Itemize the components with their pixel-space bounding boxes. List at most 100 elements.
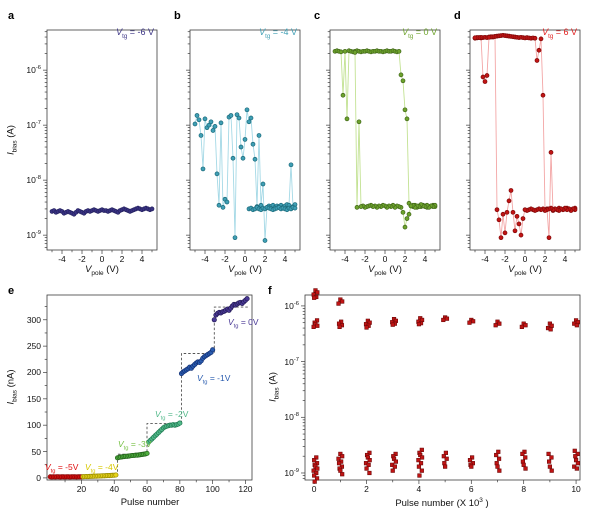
panel-letter-d: d <box>454 10 461 22</box>
axis-sup: 3 <box>479 497 483 504</box>
annotation-var: V <box>85 462 91 472</box>
annotation-var: V <box>118 439 124 449</box>
axis-unit: (V) <box>386 264 402 275</box>
tick-label: 150 <box>26 393 41 404</box>
panel-letter-e: e <box>8 285 15 297</box>
tick-label: 50 <box>31 446 41 457</box>
annotation-var: V <box>542 27 549 37</box>
axis-var: V <box>85 264 92 275</box>
tick-label: 100 <box>26 420 41 431</box>
panel-letter-f: f <box>268 285 272 297</box>
annotation-value: = -4V <box>95 462 119 472</box>
tick-label: 8 <box>521 484 527 494</box>
tick-label: -4 <box>341 254 349 264</box>
annotation-sub: tg <box>50 468 56 475</box>
annotation-value: = -3V <box>128 439 152 449</box>
vtg-label-zero: Vtg = 0V <box>228 317 259 330</box>
axis-unit: (A) <box>5 125 17 141</box>
axis-var: I <box>5 152 17 155</box>
tick-label: 4 <box>416 484 422 494</box>
axis-unit: (V) <box>246 264 262 275</box>
panel-letter-c: c <box>314 10 321 22</box>
axis-sub: bias <box>11 140 19 153</box>
annotation-sub: tg <box>123 445 129 452</box>
tick-label: -4 <box>201 254 209 264</box>
axis-var: V <box>508 264 515 275</box>
axis-text: ) <box>482 498 489 510</box>
annotation-sub: tg <box>160 415 166 422</box>
tick-label: 6 <box>468 484 474 494</box>
tick-label: 10-9 <box>26 230 41 241</box>
annotation-sub: tg <box>233 323 239 330</box>
axis-sub: bias <box>273 387 281 400</box>
annotation-value: = -5V <box>55 462 79 472</box>
tick-label: 120 <box>238 484 253 494</box>
tick-label: 0 <box>36 472 41 483</box>
tick-label: 0 <box>382 254 388 264</box>
tick-label: 2 <box>262 254 268 264</box>
y-axis-label-f: Ibias (A) <box>268 372 281 402</box>
axis-var: I <box>267 399 279 402</box>
annotation-sub: tg <box>90 468 96 475</box>
annotation-var: V <box>402 27 409 37</box>
tick-label: 10-7 <box>284 356 299 367</box>
tick-label: 4 <box>282 254 288 264</box>
tick-label: 0 <box>522 254 528 264</box>
tick-label: 0 <box>311 484 317 494</box>
tick-label: 2 <box>542 254 548 264</box>
vtg-annotation-a: Vtg = -6 V <box>116 27 154 40</box>
axis-sub: bias <box>11 390 19 402</box>
tick-label: 2 <box>119 254 125 264</box>
tick-label: 4 <box>422 254 428 264</box>
vtg-annotation-d: Vtg = 6 V <box>542 27 577 40</box>
axis-var: I <box>5 401 17 405</box>
tick-label: -4 <box>481 254 489 264</box>
tick-label: 60 <box>142 484 152 494</box>
axis-sub: pole <box>374 269 387 277</box>
tick-label: 100 <box>205 484 220 494</box>
panel-letter-b: b <box>174 10 181 22</box>
tick-label: 10-6 <box>284 300 299 311</box>
annotation-value: = -4 V <box>270 27 297 37</box>
tick-label: 250 <box>26 341 41 352</box>
axis-text: Pulse number (X 10 <box>395 498 480 510</box>
annotation-value: = 6 V <box>553 27 577 37</box>
tick-label: 10-8 <box>284 412 299 423</box>
tick-label: 0 <box>99 254 105 264</box>
tick-label: -2 <box>78 254 86 264</box>
tick-label: 0 <box>242 254 248 264</box>
annotation-sub: tg <box>202 379 208 386</box>
tick-label: 10-8 <box>26 175 41 186</box>
axis-sub: pole <box>514 269 527 277</box>
axis-var: V <box>368 264 375 275</box>
tick-label: -2 <box>361 254 369 264</box>
x-axis-label-a: Vpole (V) <box>85 264 119 277</box>
axis-unit: (nA) <box>5 369 17 391</box>
tick-label: 2 <box>402 254 408 264</box>
tick-label: 20 <box>76 484 87 494</box>
x-axis-label-e: Pulse number <box>120 497 180 508</box>
y-axis-label-a: Ibias (A) <box>6 125 19 155</box>
annotation-sub: tg <box>548 32 554 40</box>
panel-letter-a: a <box>8 10 15 22</box>
vtg-label-minus4: Vtg = -4V <box>85 462 118 475</box>
tick-label: 2 <box>364 484 369 494</box>
annotation-value: = 0 V <box>413 27 437 37</box>
tick-label: -2 <box>221 254 229 264</box>
vtg-annotation-c: Vtg = 0 V <box>402 27 437 40</box>
tick-label: -4 <box>58 254 66 264</box>
tick-label: 80 <box>175 484 185 494</box>
vtg-annotation-b: Vtg = -4 V <box>259 27 297 40</box>
tick-label: 4 <box>139 254 145 264</box>
annotation-var: V <box>45 462 51 472</box>
annotation-value: = 0V <box>238 317 259 327</box>
axis-sub: pole <box>234 269 247 277</box>
vtg-label-minus2: Vtg = -2V <box>155 409 188 422</box>
tick-label: 4 <box>562 254 568 264</box>
vtg-label-minus5: Vtg = -5V <box>45 462 78 475</box>
annotation-sub: tg <box>265 32 271 40</box>
axis-var: V <box>228 264 235 275</box>
annotation-value: = -1V <box>207 373 231 383</box>
